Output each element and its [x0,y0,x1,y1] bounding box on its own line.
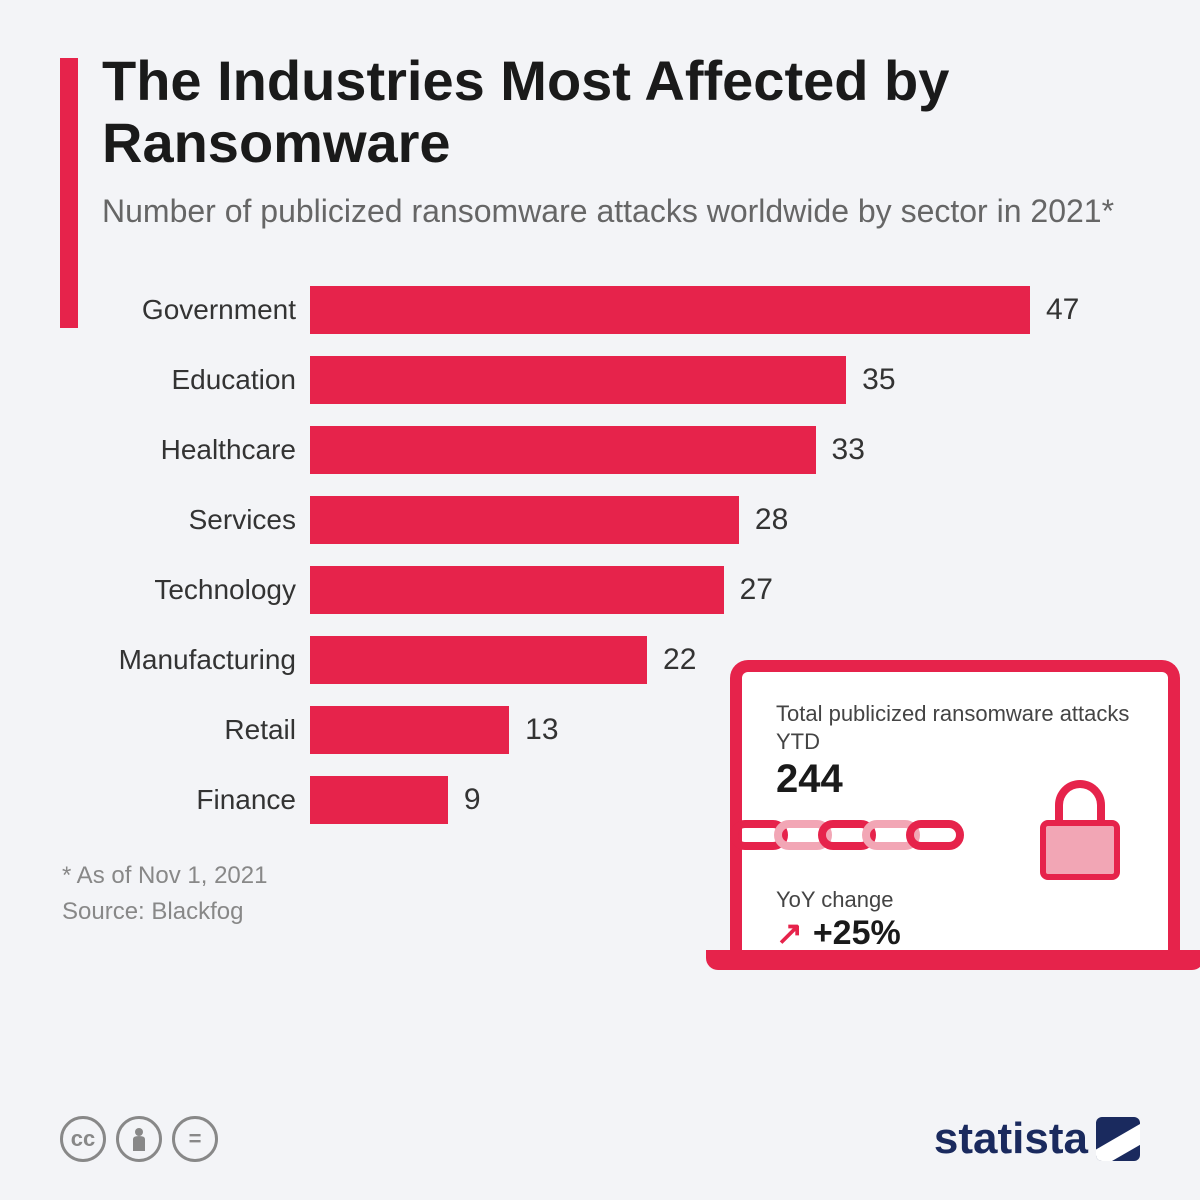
bar-value: 47 [1046,293,1079,327]
bar-row: Government 47 [60,283,1140,338]
bar-value: 33 [832,433,865,467]
laptop-base [706,950,1200,970]
bar-fill [310,636,647,684]
header: The Industries Most Affected by Ransomwa… [60,50,1140,233]
bar-label: Healthcare [60,434,310,466]
bar-fill [310,566,724,614]
footer: cc = statista [60,1114,1140,1164]
accent-bar [60,58,78,328]
yoy-value: +25% [813,914,901,953]
by-icon [116,1116,162,1162]
bar-label: Finance [60,784,310,816]
chain-icon [730,820,1180,870]
bar-fill [310,706,509,754]
arrow-up-icon: ↗ [776,914,803,952]
bar-value: 27 [740,573,773,607]
bar-track: 27 [310,566,1140,614]
bar-value: 28 [755,503,788,537]
brand-logo: statista [934,1114,1140,1164]
bar-fill [310,496,739,544]
bar-row: Technology 27 [60,563,1140,618]
bar-label: Services [60,504,310,536]
bar-track: 33 [310,426,1140,474]
brand-text: statista [934,1114,1088,1164]
bar-fill [310,286,1030,334]
yoy-label: YoY change [776,886,1134,914]
bar-track: 28 [310,496,1140,544]
bar-label: Education [60,364,310,396]
bar-row: Healthcare 33 [60,423,1140,478]
bar-fill [310,426,816,474]
lock-icon [1040,790,1120,880]
bar-value: 35 [862,363,895,397]
nd-icon: = [172,1116,218,1162]
bar-label: Technology [60,574,310,606]
chart-subtitle: Number of publicized ransomware attacks … [102,191,1140,233]
bar-value: 22 [663,643,696,677]
bar-row: Education 35 [60,353,1140,408]
bar-track: 47 [310,286,1140,334]
laptop-screen: Total publicized ransomware attacks YTD … [730,660,1180,950]
brand-mark-icon [1096,1117,1140,1161]
bar-value: 9 [464,783,481,817]
chart-title: The Industries Most Affected by Ransomwa… [102,50,1140,173]
bar-value: 13 [525,713,558,747]
bar-label: Manufacturing [60,644,310,676]
bar-label: Retail [60,714,310,746]
bar-row: Services 28 [60,493,1140,548]
cc-icon: cc [60,1116,106,1162]
license-icons: cc = [60,1116,218,1162]
bar-label: Government [60,294,310,326]
yoy-row: ↗ +25% [776,914,1134,953]
bar-fill [310,776,448,824]
bar-track: 35 [310,356,1140,404]
bar-fill [310,356,846,404]
total-label: Total publicized ransomware attacks YTD [776,700,1134,755]
callout-laptop: Total publicized ransomware attacks YTD … [730,660,1180,1000]
